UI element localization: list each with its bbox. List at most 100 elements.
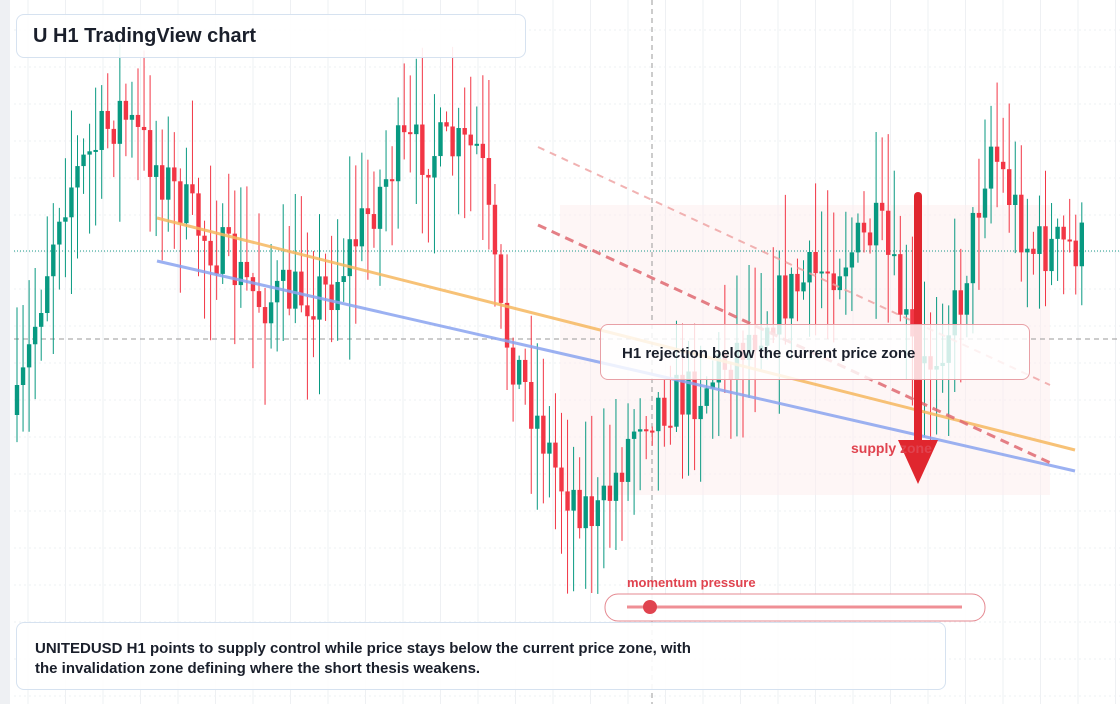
candle-body: [117, 100, 123, 144]
candle-body: [14, 385, 20, 415]
candle-body: [662, 397, 667, 426]
candle-body: [698, 405, 703, 420]
candle-body: [837, 276, 842, 291]
zone-label: supply zone: [851, 440, 932, 456]
candle-body: [498, 254, 504, 303]
candle-body: [886, 210, 891, 255]
candle-body: [595, 500, 600, 527]
candle-body: [480, 143, 486, 159]
candle-body: [408, 132, 413, 135]
candle-body: [153, 165, 159, 177]
candle-body: [93, 149, 98, 152]
candle-body: [129, 114, 135, 120]
candle-body: [329, 284, 334, 311]
candle-body: [293, 271, 298, 309]
candle-body: [813, 251, 818, 274]
candle-body: [232, 233, 237, 286]
candle-body: [982, 188, 988, 218]
candle-body: [529, 382, 534, 429]
candle-body: [668, 425, 673, 428]
candle-body: [861, 222, 867, 233]
summary: UNITEDUSD H1 points to supply control wh…: [35, 640, 691, 677]
annotation: H1 rejection below the current price zon…: [622, 345, 916, 362]
candle-body: [849, 252, 855, 268]
candle-body: [958, 290, 963, 315]
candle-body: [892, 254, 897, 257]
candle-body: [305, 305, 310, 317]
candle-body: [20, 367, 26, 386]
candle-body: [287, 269, 292, 309]
candle-body: [601, 485, 607, 501]
candle-body: [504, 302, 510, 348]
candle-body: [172, 167, 177, 182]
candle-body: [1073, 240, 1078, 267]
candle-body: [619, 472, 625, 482]
candle-body: [523, 359, 528, 383]
candle-body: [196, 193, 201, 236]
candle-body: [420, 124, 425, 175]
candle-body: [789, 273, 794, 319]
candle-body: [559, 467, 564, 492]
candle-body: [359, 208, 365, 247]
candle-body: [825, 271, 830, 274]
candle-body: [516, 359, 522, 385]
candle-body: [32, 326, 38, 345]
candle-body: [1031, 248, 1036, 254]
candle-body: [45, 276, 50, 314]
arrow-head: [898, 440, 938, 484]
candles: [14, 43, 1084, 594]
candle-body: [553, 442, 558, 468]
candle-body: [801, 282, 806, 292]
candle-body: [1067, 239, 1072, 242]
candle-body: [577, 489, 582, 529]
candle-body: [238, 261, 244, 286]
candle-body: [87, 151, 92, 155]
candle-body: [268, 302, 274, 324]
candle-body: [692, 371, 697, 420]
left-edge: [0, 0, 10, 704]
candle-body: [371, 214, 377, 229]
candle-body: [807, 251, 812, 283]
candle-body: [879, 202, 885, 211]
candle-body: [970, 212, 976, 284]
candle-body: [650, 430, 655, 433]
candle-body: [335, 281, 340, 311]
candle-body: [1061, 226, 1066, 240]
candle-body: [474, 143, 479, 146]
candle-body: [123, 100, 129, 120]
candle-body: [456, 128, 461, 157]
candle-body: [873, 202, 879, 246]
candle-body: [281, 269, 286, 281]
candle-body: [1007, 169, 1012, 205]
candle-body: [964, 283, 970, 315]
candle-body: [541, 415, 546, 454]
candle-body: [1055, 226, 1060, 239]
candle-body: [1037, 226, 1042, 254]
candle-body: [589, 496, 594, 527]
candle-body: [166, 167, 171, 200]
candle-body: [486, 158, 492, 205]
candle-body: [783, 275, 788, 319]
candle-body: [26, 344, 32, 368]
candle-body: [625, 438, 631, 482]
candle-body: [535, 415, 540, 429]
candle-body: [202, 235, 207, 241]
candle-body: [1079, 222, 1084, 267]
candle-body: [311, 316, 316, 320]
candle-body: [365, 208, 371, 215]
candle-body: [1025, 248, 1030, 253]
candle-body: [353, 239, 358, 247]
candle-body: [656, 397, 661, 432]
candle-body: [214, 265, 219, 274]
candle-body: [111, 128, 116, 144]
candle-body: [432, 156, 437, 178]
candle-body: [547, 442, 552, 454]
candle-body: [644, 429, 649, 432]
candle-body: [468, 134, 473, 146]
candle-body: [402, 125, 407, 133]
candle-body: [492, 204, 498, 255]
candle-body: [178, 181, 183, 224]
candle-body: [510, 347, 516, 385]
candle-body: [777, 275, 782, 335]
candle-body: [57, 221, 62, 245]
